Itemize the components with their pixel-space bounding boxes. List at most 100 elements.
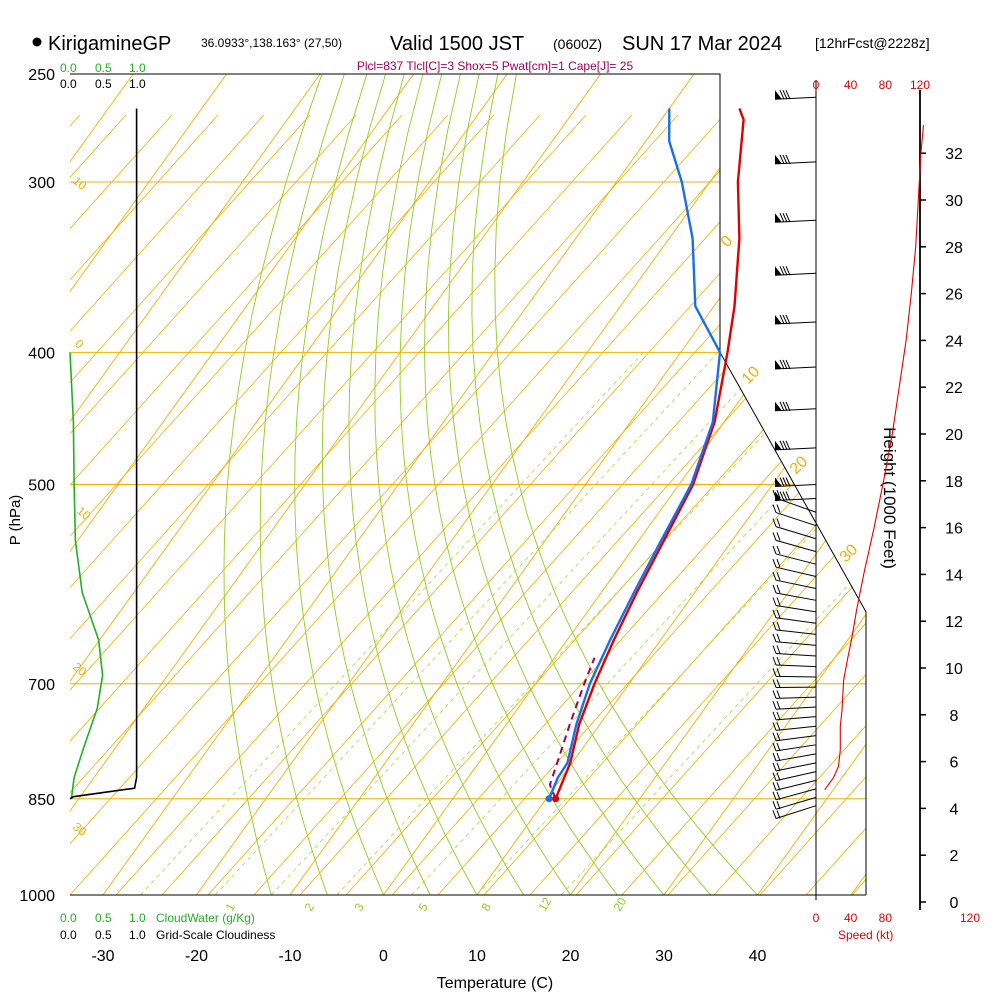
wind-barb-feather [782, 359, 788, 370]
wind-barb-flag [775, 314, 782, 324]
cloudiness-tick-top: 0.0 [60, 77, 77, 91]
wind-barb-feather [776, 645, 781, 654]
wind-barb-feather [785, 314, 791, 325]
wind-barb-flag [775, 477, 782, 487]
mixing-ratio-label: 2 [301, 900, 317, 913]
station-coords: 36.0933°,138.163° (27,50) [201, 36, 342, 50]
wind-barb-shaft [775, 652, 817, 657]
wind-barb [772, 645, 817, 657]
mixing-ratio-line [336, 352, 840, 895]
cloudwater-tick-top: 1.0 [129, 61, 146, 75]
wind-barb-feather [785, 90, 791, 100]
wind-barb-feather [785, 477, 791, 487]
wind-barb-feather [779, 401, 785, 411]
wind-barb-shaft [775, 641, 817, 646]
height-axis-title: Height (1000 Feet) [880, 427, 899, 569]
wind-barb-shaft [775, 566, 817, 577]
wind-barb [772, 559, 817, 577]
wind-barb-shaft [775, 579, 817, 590]
wind-barb-feather [772, 609, 777, 618]
pressure-tick-label: 850 [28, 792, 55, 809]
cloudiness-tick-top: 0.5 [95, 77, 112, 91]
cloudwater-line [69, 352, 104, 799]
wind-barb-shaft [775, 735, 817, 742]
dry-adiabat-label: 0 [72, 337, 86, 352]
temperature-tick-label: -10 [278, 948, 301, 965]
height-tick-label: 32 [945, 146, 963, 163]
wind-barb-feather [776, 722, 781, 731]
wind-barb-shaft [775, 605, 817, 613]
wind-barb-flag [775, 401, 782, 411]
wind-barb [774, 154, 817, 165]
wind-barb [774, 212, 817, 223]
wind-barb-feather [776, 518, 781, 527]
height-tick-label: 30 [945, 193, 963, 210]
wind-barb-feather [782, 440, 788, 451]
wind-barb-feather [772, 504, 777, 513]
wind-barb-feather [772, 633, 777, 642]
wind-barb-flag [775, 440, 782, 450]
isotherm-label: 0 [718, 232, 736, 250]
wind-barb-shaft [775, 592, 817, 601]
wind-barb [774, 314, 817, 325]
wind-barb-shaft [775, 664, 817, 668]
dry-adiabat-line [990, 115, 1000, 895]
pressure-tick-label: 1000 [19, 888, 55, 905]
wind-barbs [772, 90, 817, 819]
moist-adiabat-line [494, 74, 758, 895]
height-tick-label: 20 [945, 427, 963, 444]
dry-adiabat-line [115, 114, 817, 895]
wind-barb-feather [776, 732, 781, 741]
wind-barb-feather [782, 401, 788, 411]
cloudwater-label: CloudWater (g/Kg) [156, 911, 255, 925]
wind-barb-shaft [775, 788, 817, 801]
wind-barb-feather [772, 782, 777, 791]
dry-adiabat-line [70, 114, 633, 895]
wind-barb [772, 656, 817, 668]
height-tick-label: 16 [945, 521, 963, 538]
wind-barb-shaft [775, 805, 817, 819]
wind-barb-feather [772, 690, 777, 699]
wind-barb [772, 752, 817, 762]
speed-tick-top: 0 [813, 78, 820, 92]
height-tick-label: 22 [945, 380, 963, 397]
wind-speed-line [824, 125, 925, 791]
dry-adiabat-line [667, 114, 866, 895]
wind-barb-feather [776, 504, 781, 513]
wind-barb-feather [772, 559, 777, 568]
axis-titles: Temperature (C) P (hPa) Height (1000 Fee… [7, 427, 899, 992]
speed-axis-title: Speed (kt) [838, 928, 893, 942]
wind-barb-feather [776, 559, 781, 568]
isotherm-line [570, 74, 866, 895]
speed-tick-bottom: 40 [844, 911, 858, 925]
station-marker-icon [32, 37, 42, 47]
moist-adiabat-line [448, 74, 665, 895]
wind-barb-shaft [775, 539, 817, 553]
moist-adiabat-line [294, 74, 384, 895]
wind-barb-feather [772, 668, 777, 677]
wind-barb-feather [772, 762, 777, 772]
wind-barb-feather [772, 801, 777, 810]
wind-barb-feather [785, 154, 791, 165]
wind-barb-feather [776, 752, 781, 762]
height-tick-label: 14 [945, 567, 963, 584]
wind-barb-feather [782, 266, 788, 276]
dry-adiabat-line [621, 114, 866, 895]
temperature-tick-label: 20 [562, 948, 580, 965]
wind-barb-shaft [775, 497, 817, 513]
isotherm-line [476, 74, 866, 895]
dry-adiabat-label: 20 [70, 660, 89, 680]
pressure-tick-label: 500 [28, 478, 55, 495]
mixing-ratio-line [476, 352, 866, 895]
wind-barb-shaft [775, 675, 817, 678]
cloudiness-tick-bottom: 0.5 [95, 928, 112, 942]
dry-adiabat-line [70, 114, 219, 895]
wind-barb-feather [776, 532, 781, 541]
wind-barb-shaft [774, 447, 817, 451]
wind-barb-feather [785, 359, 791, 370]
temperature-tick-label: 30 [655, 948, 673, 965]
parcel-line [548, 657, 596, 800]
mixing-ratio-line [214, 352, 719, 895]
wind-barb-feather [772, 732, 777, 741]
dry-adiabat-line [70, 114, 449, 895]
